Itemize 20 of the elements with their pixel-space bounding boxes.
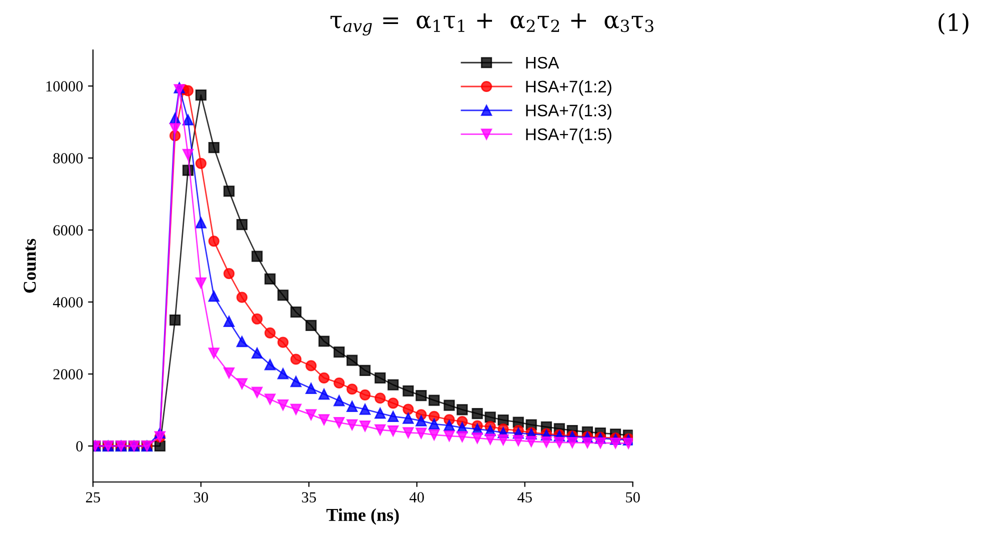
legend-label: HSA+7(1:5) xyxy=(526,128,612,144)
y-axis-title: Counts xyxy=(24,238,36,293)
x-tick-label: 45 xyxy=(517,492,532,502)
x-tick-label: 50 xyxy=(626,492,640,502)
y-tick-label: 0 xyxy=(76,441,83,452)
x-tick-label: 40 xyxy=(410,492,424,502)
y-tick-label: 6000 xyxy=(53,225,83,236)
y-tick-label: 2000 xyxy=(53,369,83,380)
y-tick-label: 8000 xyxy=(53,153,83,164)
legend-label: HSA+7(1:3) xyxy=(526,104,612,120)
legend-label: HSA xyxy=(526,56,560,69)
x-axis-title: Time (ns) xyxy=(326,508,399,525)
y-tick-label: 10000 xyxy=(46,81,83,92)
text: τ$_{avg}$ = α$_{1}$τ$_{1}$ + α$_{2}$τ$_{2}$ + α$_{3}$τ$_{3}$ xyxy=(330,13,654,36)
x-tick-label: 25 xyxy=(86,492,100,502)
x-tick-label: 30 xyxy=(194,492,208,502)
x-tick-label: 35 xyxy=(302,492,316,502)
text: (1) xyxy=(938,12,968,35)
y-tick-label: 4000 xyxy=(53,297,83,308)
legend-label: HSA+7(1:2) xyxy=(526,80,612,96)
